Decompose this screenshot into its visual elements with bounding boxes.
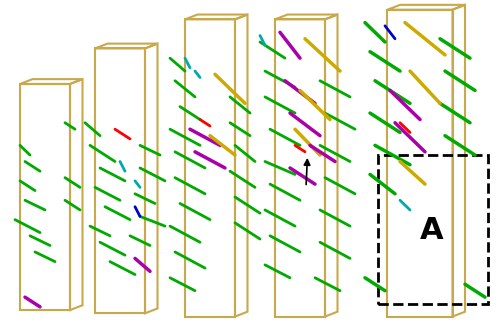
- Text: A: A: [420, 216, 444, 245]
